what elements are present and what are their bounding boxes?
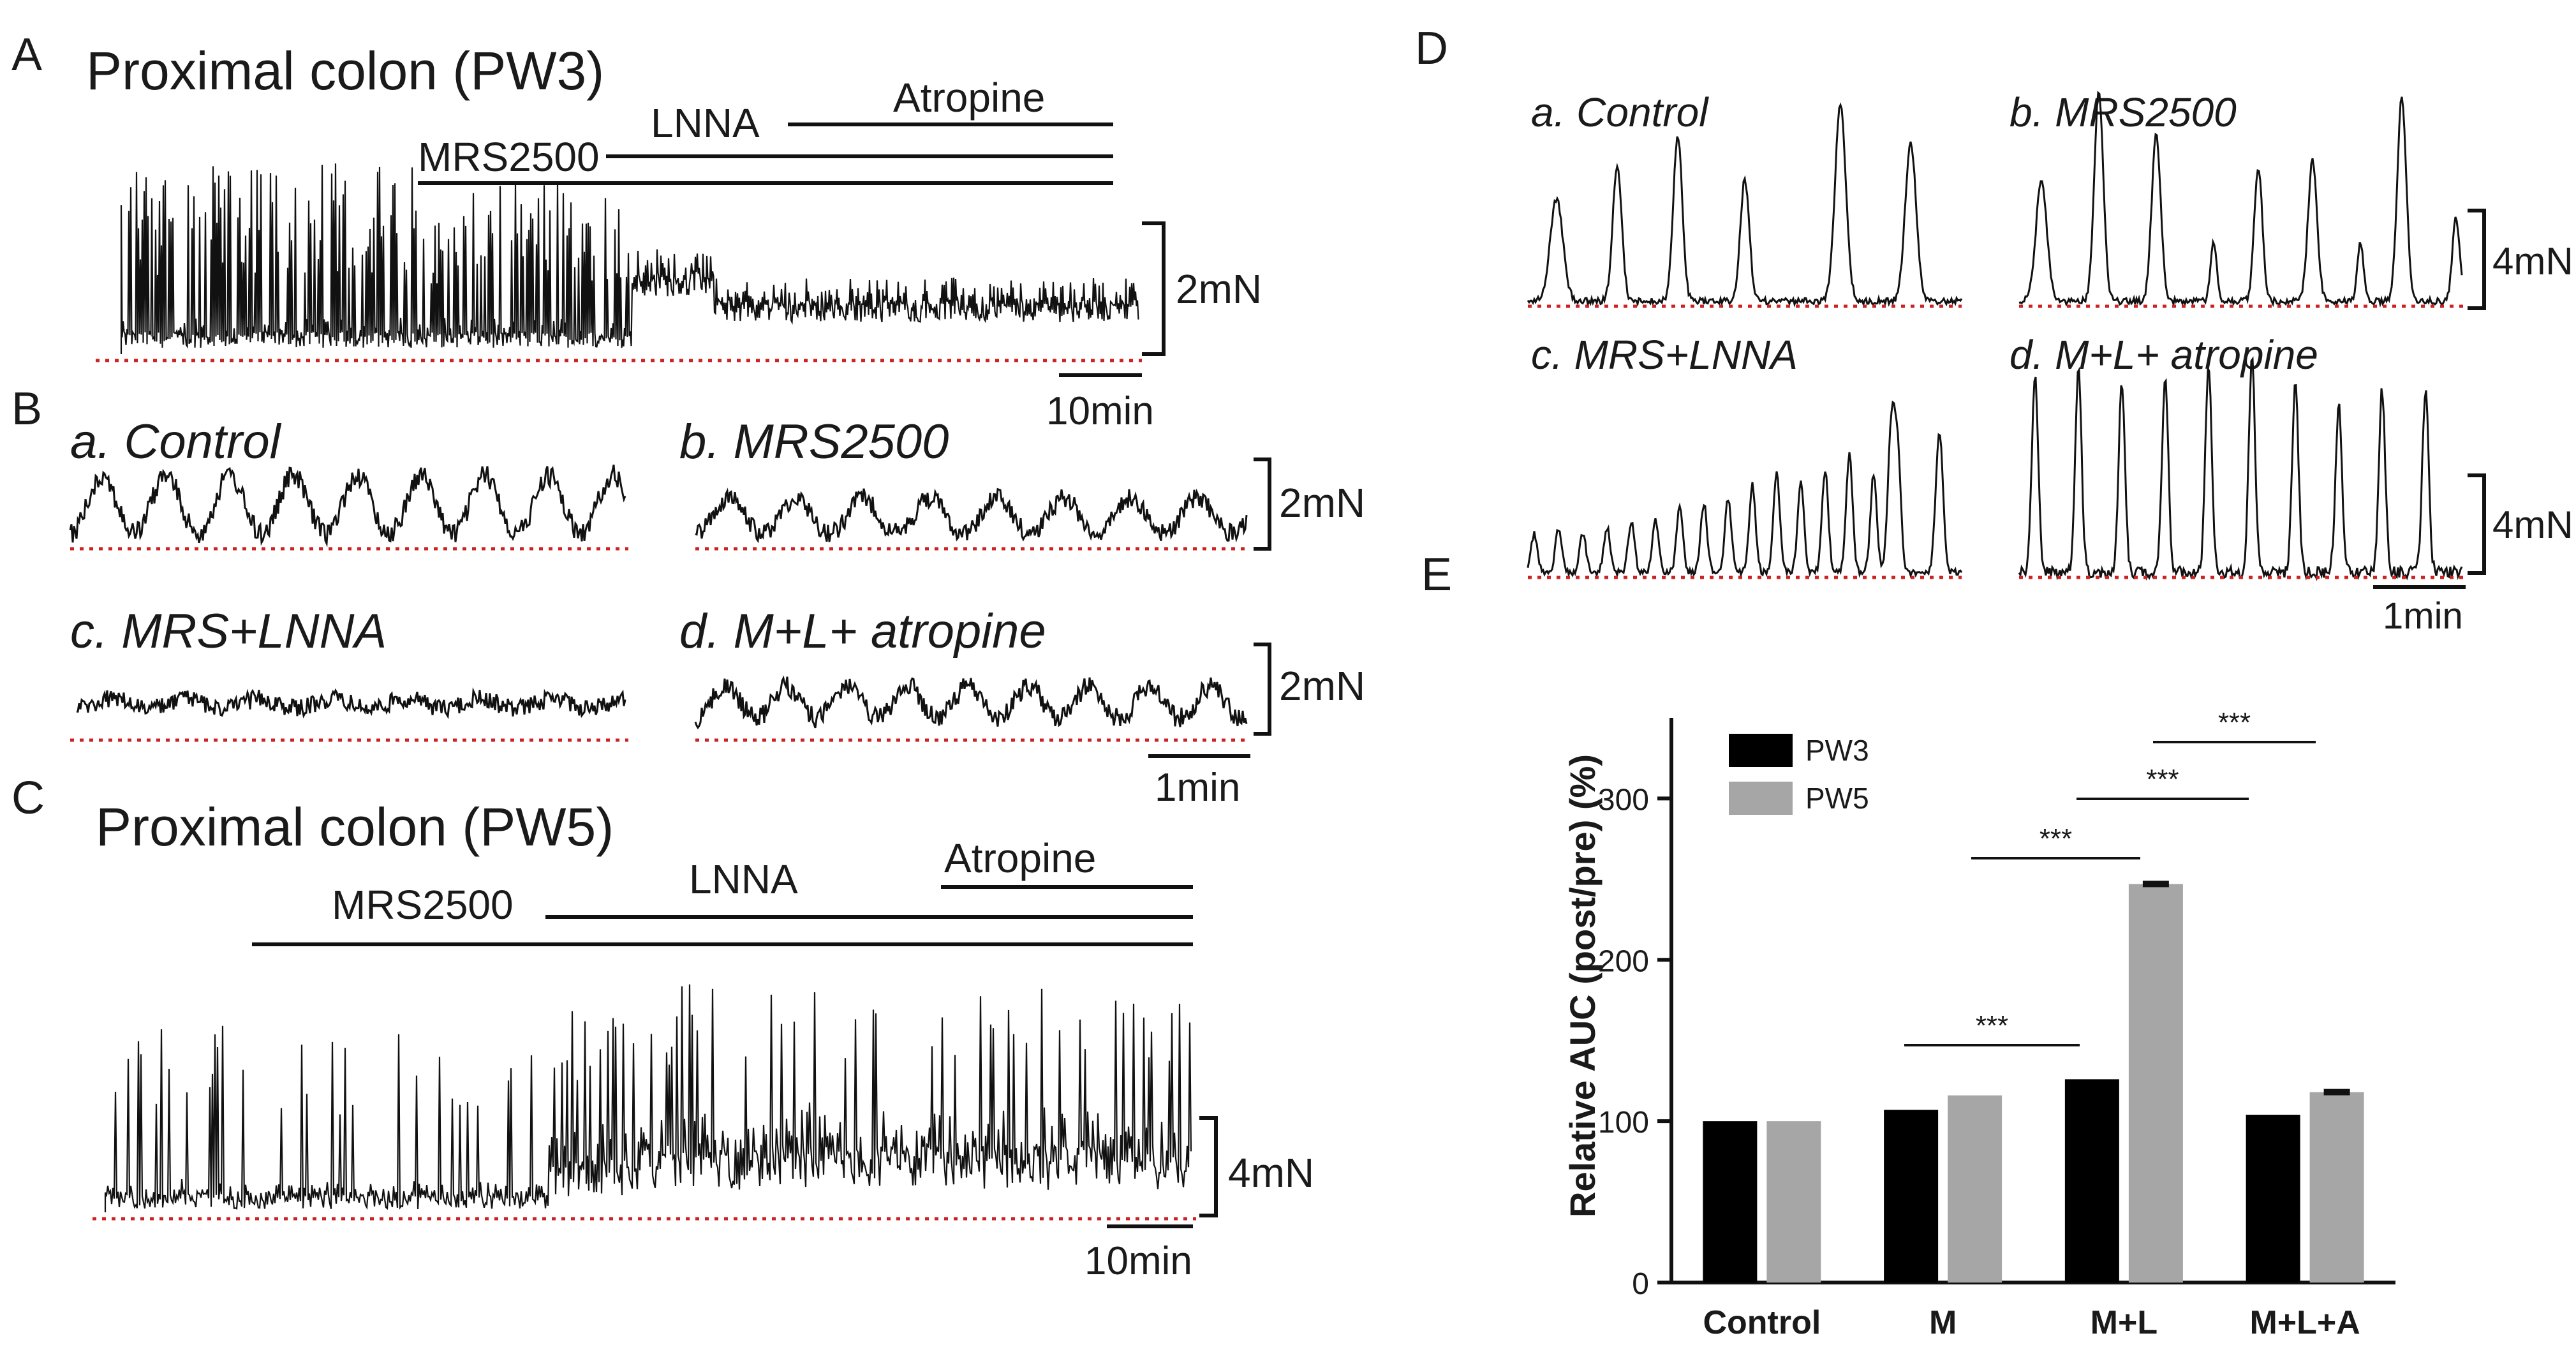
e-significance-label: ***	[2146, 764, 2179, 795]
panel-b-letter: B	[11, 383, 42, 435]
e-y-ticks: 0 100 200 300	[1598, 783, 1671, 1301]
e-y-tick-label: 0	[1632, 1267, 1649, 1301]
panel-a-letter: A	[11, 29, 42, 80]
e-y-tick-label: 300	[1598, 783, 1649, 817]
panel-a: A Proximal colon (PW3) Atropine LNNA MRS…	[11, 29, 1262, 433]
e-legend-label-pw3: PW3	[1805, 734, 1869, 767]
panel-a-title: Proximal colon (PW3)	[86, 41, 604, 101]
e-x-tick-label: M+L	[2091, 1304, 2158, 1341]
e-legend-swatch-pw5	[1729, 782, 1793, 815]
e-bar-pw3-m	[1884, 1110, 1939, 1283]
e-x-tick-label: M+L+A	[2249, 1304, 2360, 1341]
trace-a	[120, 163, 1139, 354]
trace-d-control	[1527, 102, 1963, 308]
panel-e: E Relative AUC (post/pre) (%) 0 100 200 300…	[1421, 549, 2395, 1341]
e-legend-swatch-pw3	[1729, 734, 1793, 767]
trace-b-control	[69, 465, 626, 547]
panel-b-sub-b: b. MRS2500	[679, 415, 949, 469]
e-y-axis-label: Relative AUC (post/pre) (%)	[1562, 754, 1603, 1217]
scale-force-c	[1199, 1116, 1218, 1217]
panel-c-title: Proximal colon (PW5)	[96, 797, 614, 857]
e-x-tick-label: M	[1929, 1304, 1957, 1341]
e-bar-pw3-control	[1703, 1121, 1758, 1283]
e-bar-pw3-m-l	[2064, 1079, 2119, 1283]
e-y-tick-label: 100	[1598, 1106, 1649, 1140]
scale-force-a	[1142, 221, 1166, 356]
lnna-label-a: LNNA	[651, 100, 760, 146]
atropine-label-c: Atropine	[944, 835, 1096, 881]
trace-d-mrs2500	[2018, 91, 2463, 308]
scale-force-b-bottom	[1254, 643, 1271, 736]
panel-d-letter: D	[1415, 23, 1448, 74]
e-y-tick-label: 200	[1598, 944, 1649, 978]
e-error-bar	[2142, 881, 2169, 888]
scale-force-d-top	[2468, 209, 2486, 310]
e-significance: *** *** *** ***	[1904, 707, 2316, 1046]
scale-force-d-top-label: 4mN	[2492, 240, 2573, 283]
scale-force-b-bottom-label: 2mN	[1279, 663, 1365, 709]
e-legend-label-pw5: PW5	[1805, 782, 1869, 815]
scale-force-a-label: 2mN	[1176, 266, 1262, 312]
trace-c	[104, 984, 1192, 1212]
mrs-label-a: MRS2500	[418, 134, 600, 180]
panel-b-sub-c: c. MRS+LNNA	[70, 604, 387, 658]
scale-force-b-top-label: 2mN	[1279, 480, 1365, 526]
panel-b: B a. Control b. MRS2500 c. MRS+LNNA d. M…	[11, 383, 1365, 810]
scale-time-c-label: 10min	[1084, 1239, 1192, 1283]
e-significance-label: ***	[2218, 707, 2251, 738]
e-bar-pw5-m-l	[2128, 884, 2183, 1283]
panel-d-sub-d: d. M+L+ atropine	[2010, 332, 2318, 378]
trace-d-mrs-lnna	[1527, 400, 1963, 579]
trace-b-mrs-lnna	[77, 687, 626, 720]
lnna-label-c: LNNA	[689, 856, 798, 902]
atropine-label-a: Atropine	[893, 75, 1045, 121]
e-x-tick-label: Control	[1703, 1304, 1821, 1341]
e-bar-pw5-m-l-a	[2309, 1092, 2364, 1283]
scale-force-c-label: 4mN	[1228, 1150, 1314, 1196]
e-bar-pw5-m	[1948, 1095, 2002, 1283]
scale-time-a-label: 10min	[1046, 389, 1154, 433]
panel-b-sub-a: a. Control	[70, 415, 282, 469]
e-error-bar	[2323, 1089, 2350, 1096]
panel-c: C Proximal colon (PW5) Atropine LNNA MRS…	[11, 773, 1314, 1283]
e-significance-label: ***	[2039, 823, 2072, 854]
e-bar-pw3-m-l-a	[2246, 1115, 2300, 1283]
mrs-label-c: MRS2500	[332, 882, 514, 928]
trace-b-mrs2500	[695, 487, 1248, 544]
scale-force-d-bottom	[2468, 473, 2486, 575]
scale-time-d-label: 1min	[2383, 595, 2463, 637]
scale-time-b-label: 1min	[1155, 766, 1240, 810]
e-bar-pw5-control	[1766, 1121, 1821, 1283]
panel-d-sub-b: b. MRS2500	[2010, 89, 2237, 135]
trace-b-atropine	[694, 675, 1248, 730]
panel-d-sub-c: c. MRS+LNNA	[1531, 332, 1798, 378]
panel-e-letter: E	[1421, 549, 1452, 600]
e-significance-label: ***	[1976, 1010, 2008, 1041]
scale-force-d-bottom-label: 4mN	[2492, 503, 2573, 546]
panel-d: D a. Control b. MRS2500 c. MRS+LNNA d. M…	[1415, 23, 2573, 637]
e-bars	[1703, 881, 2364, 1283]
panel-c-letter: C	[11, 773, 45, 824]
scale-force-b-top	[1254, 457, 1271, 551]
trace-d-atropine	[2018, 356, 2463, 581]
e-x-ticks: Control M M+L M+L+A	[1703, 1304, 2360, 1341]
panel-d-sub-a: a. Control	[1531, 89, 1709, 135]
panel-b-sub-d: d. M+L+ atropine	[679, 604, 1046, 658]
